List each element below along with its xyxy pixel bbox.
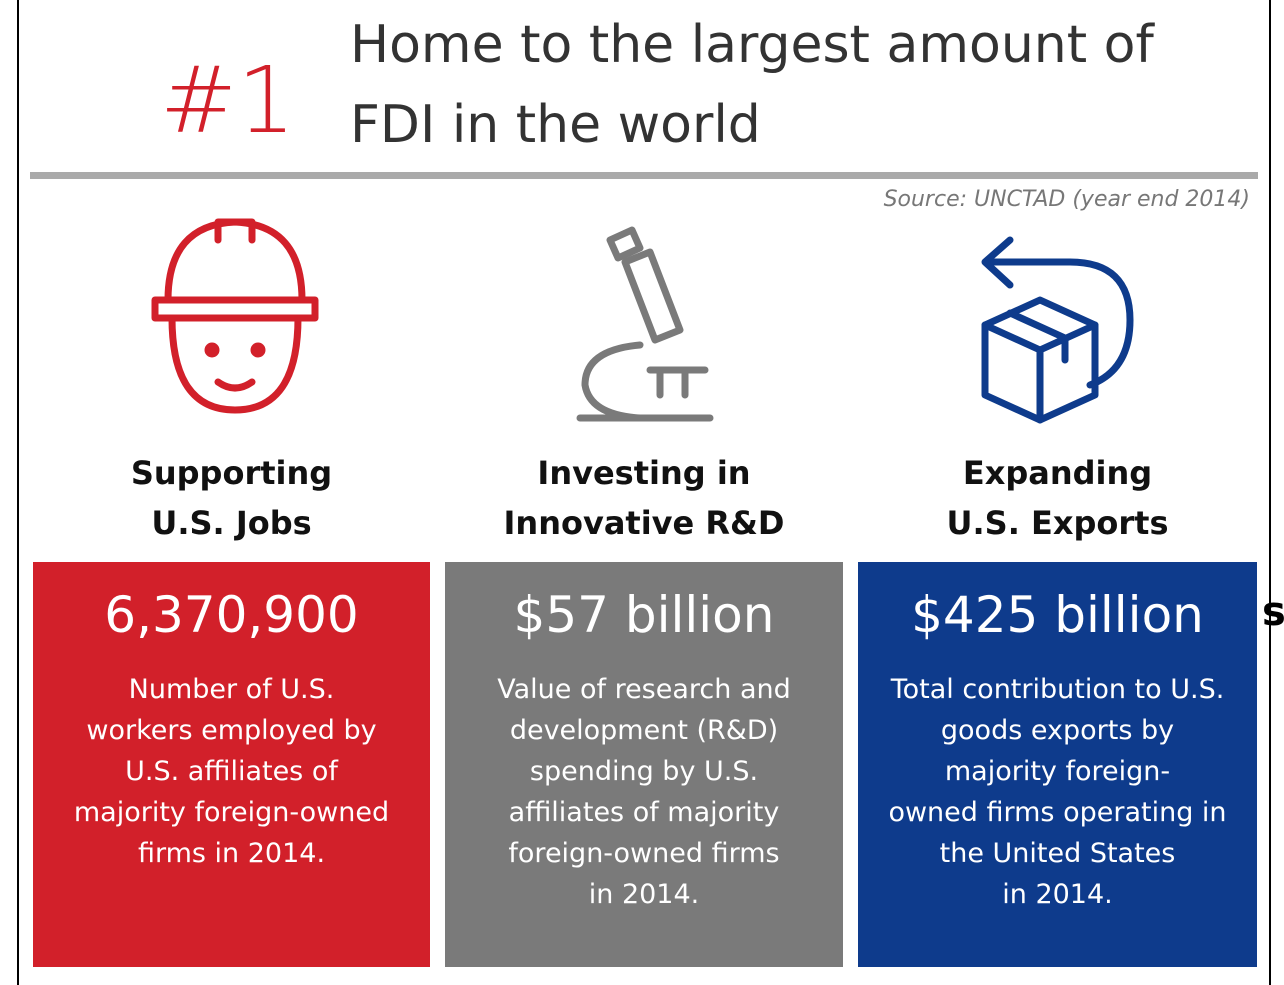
columns: Supporting U.S. Jobs 6,370,900 Number of U.… — [33, 454, 1257, 967]
column-heading: Innovative R&D — [504, 504, 785, 542]
stat-figure: $57 billion — [514, 586, 775, 644]
stat-figure: 6,370,900 — [104, 586, 358, 644]
stat-description: affiliates of majority — [509, 797, 780, 828]
export-icon — [981, 236, 1134, 424]
stat-description: Value of research and — [497, 674, 791, 705]
stat-description: in 2014. — [589, 879, 700, 910]
stat-description: goods exports by — [941, 715, 1174, 746]
stat-box — [445, 562, 843, 967]
stat-description: spending by U.S. — [530, 756, 758, 787]
stat-description: majority foreign- — [945, 756, 1170, 787]
stat-description: majority foreign-owned — [74, 797, 389, 828]
rank: #1 — [160, 47, 296, 154]
title-line: Home to the largest amount of — [350, 15, 1155, 75]
stat-description: the United States — [940, 838, 1176, 869]
title: Home to the largest amount of FDI in the … — [350, 15, 1155, 155]
stat-description: Number of U.S. — [129, 674, 335, 705]
column-heading: U.S. Exports — [947, 504, 1169, 542]
microscope-icon — [576, 226, 714, 422]
stat-description: firms in 2014. — [138, 838, 325, 869]
column-heading: U.S. Jobs — [151, 504, 311, 542]
source: Source: UNCTAD (year end 2014) — [884, 187, 1250, 212]
column-heading: Investing in — [537, 454, 750, 492]
edge-fragment: s — [1262, 589, 1284, 635]
stat-description: owned firms operating in — [888, 797, 1226, 828]
divider — [30, 172, 1258, 179]
stat-box — [33, 562, 430, 967]
stat-box — [858, 562, 1257, 967]
stat-description: development (R&D) — [510, 715, 778, 746]
stat-figure: $425 billion — [911, 586, 1204, 644]
stat-description: Total contribution to U.S. — [890, 674, 1225, 705]
stat-description: foreign-owned firms — [508, 838, 779, 869]
stat-description: workers employed by — [86, 715, 376, 746]
title-line: FDI in the world — [350, 95, 761, 155]
stat-description: in 2014. — [1002, 879, 1113, 910]
column-heading: Supporting — [131, 454, 332, 492]
stat-description: U.S. affiliates of — [125, 756, 339, 787]
column-heading: Expanding — [963, 454, 1152, 492]
worker-icon — [151, 218, 319, 414]
